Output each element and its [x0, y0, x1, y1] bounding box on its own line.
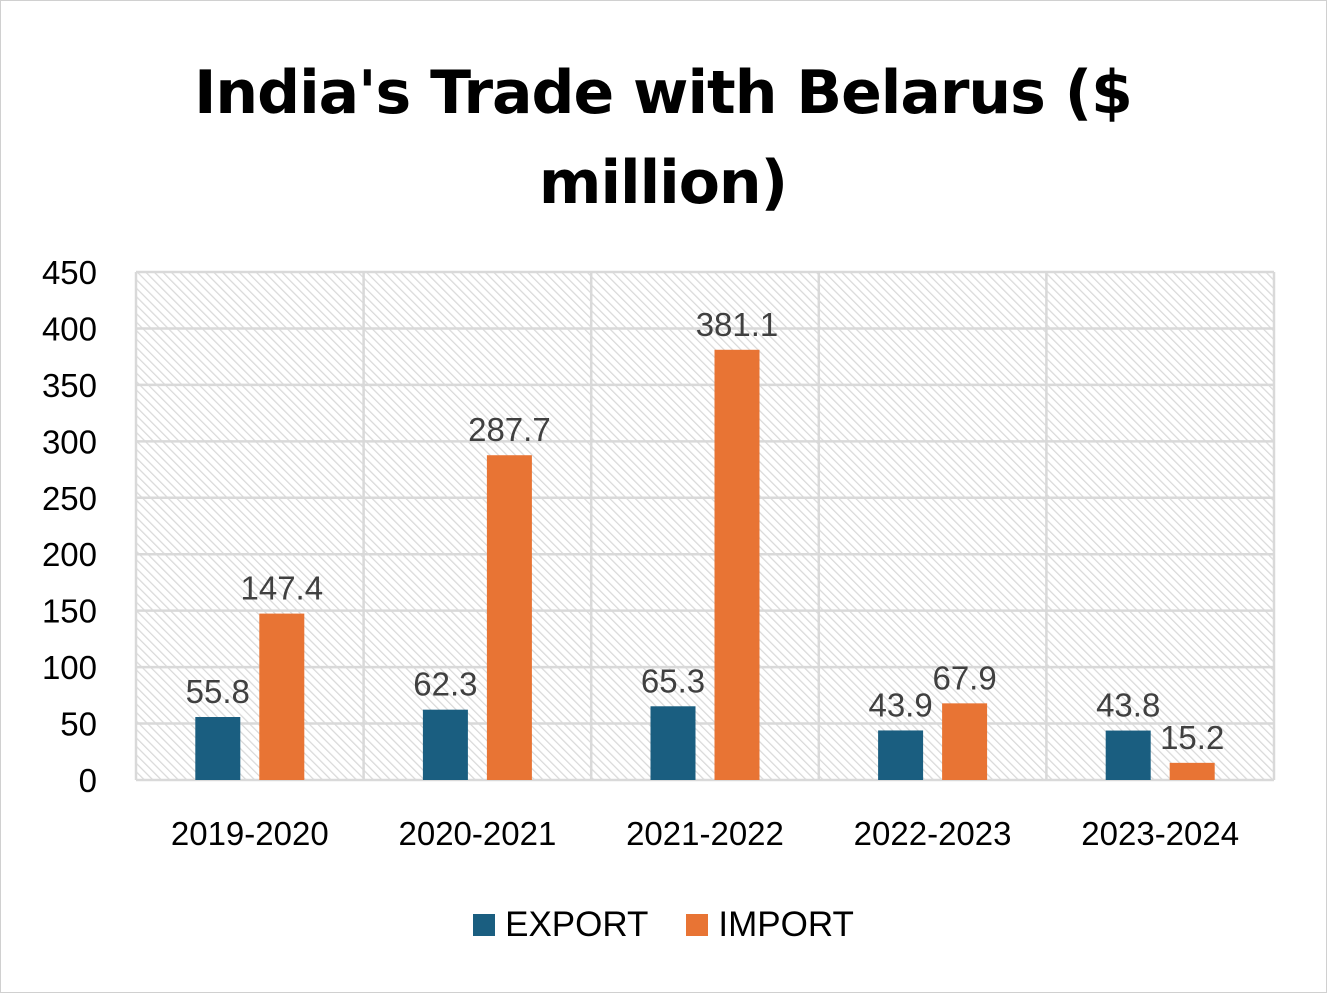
import-data-label: 15.2: [1160, 719, 1224, 756]
x-tick-label: 2019-2020: [171, 815, 329, 852]
legend-swatch: [686, 914, 709, 936]
chart-title: India's Trade with Belarus ($ million): [194, 58, 1133, 218]
export-bar: [1105, 730, 1151, 780]
y-tick-label: 0: [79, 762, 97, 799]
import-bar: [486, 455, 532, 780]
export-data-label: 62.3: [413, 666, 477, 703]
data-labels: 55.8 147.4 62.3 287.7 65.3 381.1 43.967.9 43.81…: [186, 306, 1225, 756]
x-tick-label: 2022-2023: [854, 815, 1012, 852]
legend-item-export: EXPORT: [473, 905, 648, 945]
gridlines: [134, 270, 1276, 782]
x-tick-label: 2020-2021: [398, 815, 556, 852]
import-bar: [714, 349, 760, 780]
y-tick-label: 400: [42, 310, 97, 347]
y-tick-label: 250: [42, 480, 97, 517]
bars: [195, 349, 1215, 780]
import-data-label: 67.9: [932, 659, 996, 696]
x-axis-ticks: 2019-2020 2020-2021 2021-2022 2022-2023 2023…: [171, 815, 1239, 852]
export-bar: [195, 717, 241, 780]
legend-label: EXPORT: [505, 905, 649, 944]
export-data-label: 55.8: [186, 673, 250, 710]
import-bar: [1169, 762, 1215, 780]
import-data-label: 287.7: [468, 411, 551, 448]
import-data-label: 381.1: [696, 306, 779, 343]
legend-label: IMPORT: [718, 905, 854, 944]
export-data-label: 65.3: [641, 662, 705, 699]
y-tick-label: 200: [42, 536, 97, 573]
export-bar: [650, 706, 696, 780]
import-bar: [259, 613, 305, 780]
legend: EXPORT IMPORT: [0, 900, 1327, 950]
import-bar: [942, 703, 988, 780]
y-tick-label: 350: [42, 367, 97, 404]
y-tick-label: 50: [60, 706, 97, 743]
export-bar: [422, 709, 468, 780]
export-data-label: 43.8: [1096, 687, 1160, 724]
y-tick-label: 450: [42, 254, 97, 291]
y-axis-ticks: 0 50 100 150 200 250 300 350 400 450: [42, 254, 97, 799]
import-data-label: 147.4: [241, 570, 324, 607]
y-tick-label: 300: [42, 423, 97, 460]
export-bar: [878, 730, 924, 780]
y-tick-label: 150: [42, 593, 97, 630]
legend-item-import: IMPORT: [686, 905, 854, 945]
y-tick-label: 100: [42, 649, 97, 686]
plot-area: [136, 272, 1274, 780]
export-data-label: 43.9: [868, 686, 932, 723]
x-tick-label: 2021-2022: [626, 815, 784, 852]
legend-swatch: [473, 914, 496, 936]
x-tick-label: 2023-2024: [1081, 815, 1239, 852]
